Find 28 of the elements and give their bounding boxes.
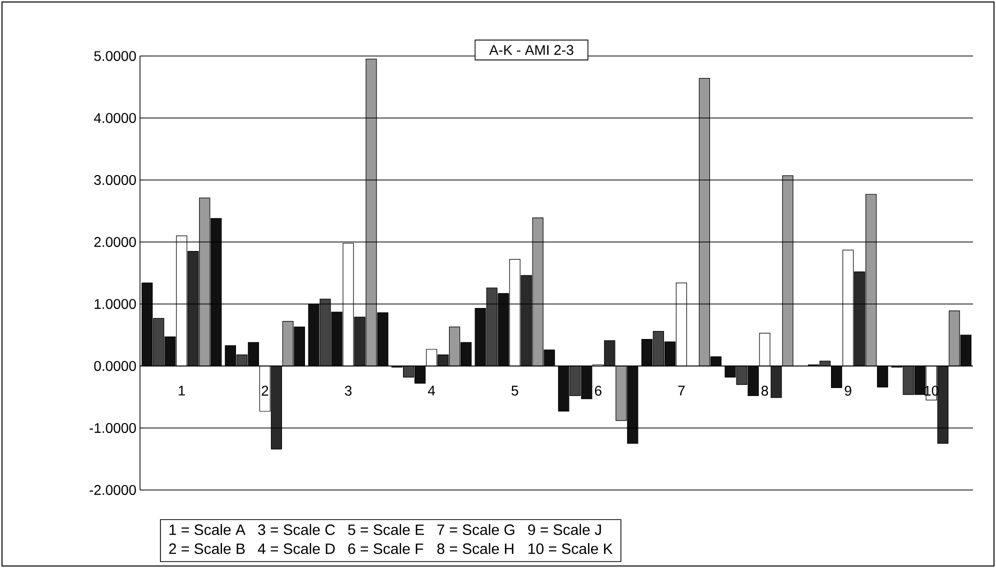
text: 6 = Scale F — [348, 543, 424, 554]
x-tick-label: 9 — [844, 386, 852, 396]
text: 7 = Scale G — [437, 524, 514, 536]
x-tick-label: 5 — [512, 386, 518, 396]
text: 9 = Scale J — [528, 524, 601, 536]
y-tick-label: 2.0000 — [94, 237, 136, 247]
y-tick-label: 4.0000 — [94, 113, 136, 123]
y-tick-label: -2.0000 — [90, 485, 136, 495]
x-tick-label: 3 — [344, 386, 352, 396]
y-tick-label: 5.0000 — [94, 51, 136, 61]
x-tick-label: 2 — [262, 386, 268, 396]
x-tick-label: 4 — [428, 386, 436, 396]
x-tick-label: 8 — [761, 386, 768, 396]
x-tick-label: 7 — [678, 386, 685, 396]
y-tick-label: 3.0000 — [94, 175, 136, 185]
text: 8 = Scale H — [437, 543, 514, 554]
text: 2 = Scale B — [169, 543, 245, 554]
y-tick-label: 0.0000 — [94, 361, 136, 371]
y-tick-label: -1.0000 — [90, 423, 136, 433]
text: 3 = Scale C — [258, 524, 335, 536]
x-tick-label: 6 — [594, 386, 602, 396]
text: 4 = Scale D — [258, 543, 335, 554]
text: 10 = Scale K — [528, 543, 613, 554]
text: 5 = Scale E — [348, 524, 424, 536]
text: 1 = Scale A — [170, 524, 246, 536]
chart-title: A-K - AMI 2-3 — [489, 45, 574, 55]
x-tick-label: 1 — [178, 386, 185, 396]
y-tick-label: 1.0000 — [94, 299, 136, 309]
